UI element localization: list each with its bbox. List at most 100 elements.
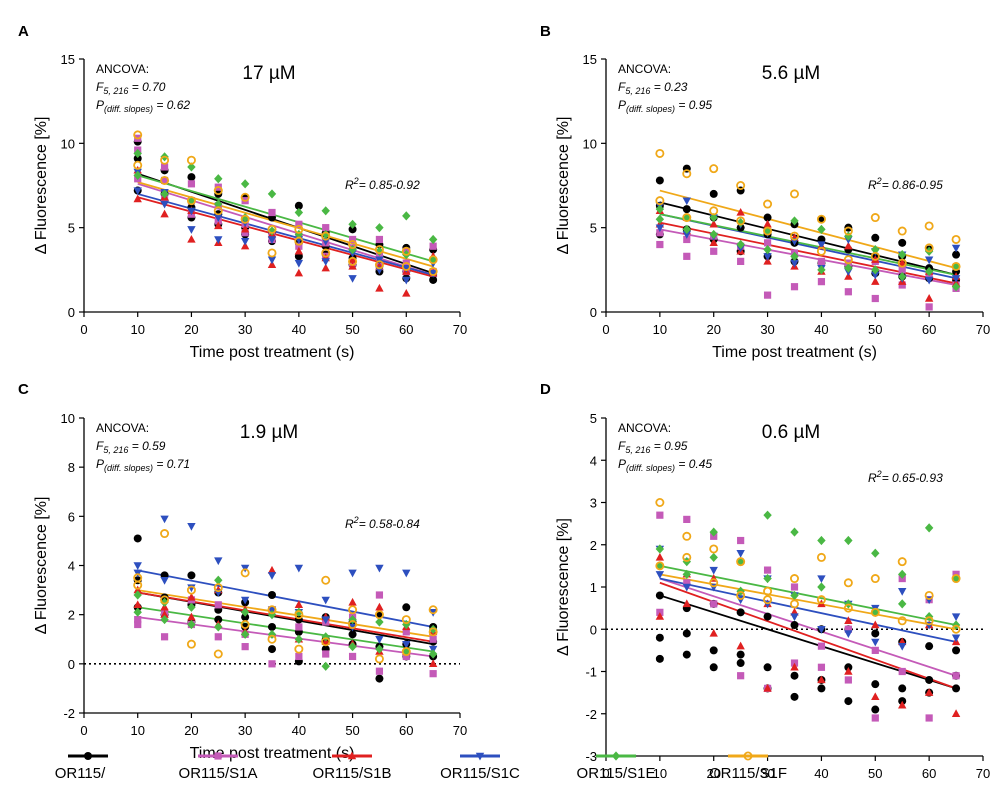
data-point <box>951 282 961 292</box>
data-point <box>951 613 961 622</box>
data-point <box>133 187 142 196</box>
p-subscript: (diff. slopes) <box>626 104 675 114</box>
data-point <box>348 256 358 266</box>
data-point <box>709 544 719 554</box>
data-point <box>186 639 196 649</box>
data-point <box>268 622 276 631</box>
p-subscript: (diff. slopes) <box>104 463 153 473</box>
data-point <box>871 638 880 647</box>
data-point <box>160 633 169 641</box>
f-value: 0.70 <box>142 80 166 94</box>
y-tick-label: -1 <box>585 665 597 680</box>
data-point <box>871 620 880 629</box>
x-tick-label: 10 <box>130 723 144 738</box>
regression-line-1 <box>659 594 957 690</box>
y-tick-label: 10 <box>61 411 75 426</box>
r-value: 0.65-0.93 <box>892 471 943 485</box>
data-point <box>268 208 276 217</box>
data-point <box>682 231 691 239</box>
x-tick-label: 30 <box>238 322 252 337</box>
x-tick-label: 70 <box>453 723 467 738</box>
data-point <box>428 605 438 615</box>
panel-a: A 0 5 10 15 0 10 20 30 40 50 60 70 Time post treatmen… <box>18 23 467 361</box>
regression-line-3 <box>659 221 957 285</box>
data-point <box>871 629 880 638</box>
legend-marker <box>84 752 92 760</box>
data-point <box>133 580 143 590</box>
r-equals: = <box>882 178 892 192</box>
data-point <box>952 250 961 259</box>
data-point <box>294 600 304 609</box>
data-point <box>871 714 879 722</box>
legend-item-6: OR115/S1F <box>709 751 787 782</box>
data-point <box>763 595 773 605</box>
x-axis-title: Time post treatment (s) <box>712 344 877 361</box>
x-tick-label: 30 <box>238 723 252 738</box>
data-point <box>402 603 411 612</box>
data-point <box>375 674 384 683</box>
data-point <box>375 252 384 260</box>
regression-line-6 <box>137 181 434 268</box>
data-point <box>951 574 961 584</box>
data-point <box>428 270 438 278</box>
data-point <box>817 642 826 650</box>
data-point <box>214 633 222 641</box>
data-point <box>294 207 304 218</box>
x-tick-label: 70 <box>453 322 467 337</box>
data-point <box>924 266 934 277</box>
data-point <box>682 212 691 223</box>
data-point <box>375 591 384 599</box>
data-point <box>924 590 934 600</box>
y-tick-label: 2 <box>590 538 597 553</box>
regression-line-5 <box>137 174 434 263</box>
x-tick-label: 40 <box>814 322 828 337</box>
x-tick-label: 50 <box>345 723 359 738</box>
f-equals: = <box>128 80 142 94</box>
data-point <box>322 224 330 232</box>
data-point <box>214 174 223 184</box>
p-prefix: P <box>618 457 626 471</box>
data-point <box>736 659 745 668</box>
data-point <box>871 607 880 617</box>
data-point <box>321 616 330 625</box>
y-tick-label: 0 <box>590 305 597 320</box>
data-point <box>213 583 223 593</box>
data-point <box>401 261 411 271</box>
data-point <box>951 709 961 717</box>
data-point <box>375 283 384 292</box>
data-point <box>428 627 438 637</box>
r-equals: = <box>359 178 369 192</box>
data-point <box>683 252 691 260</box>
data-point <box>709 229 718 240</box>
data-point <box>871 271 880 280</box>
ancova-label: ANCOVA: <box>618 62 671 76</box>
data-point <box>897 616 907 626</box>
x-tick-label: 0 <box>80 723 87 738</box>
r-equals: = <box>359 517 369 531</box>
data-point <box>160 595 170 605</box>
r-superscript: 2 <box>353 176 359 186</box>
data-point <box>817 224 826 234</box>
data-point <box>790 621 799 630</box>
data-point <box>429 670 437 678</box>
data-point <box>402 276 411 285</box>
data-point <box>897 226 907 236</box>
data-point <box>268 660 276 668</box>
data-point <box>951 624 961 634</box>
data-point <box>871 277 880 285</box>
data-point <box>401 647 411 657</box>
r-prefix: R <box>345 517 354 531</box>
data-point <box>817 684 826 693</box>
legend-item-2: OR115/S1A <box>179 752 257 782</box>
y-tick-label: 8 <box>68 460 75 475</box>
data-point <box>790 613 799 622</box>
regression-line-6 <box>659 189 957 270</box>
r-superscript: 2 <box>876 176 882 186</box>
data-point <box>160 515 169 524</box>
data-point <box>709 663 718 672</box>
y-tick-label: 5 <box>590 221 597 236</box>
p-prefix: P <box>96 457 104 471</box>
data-point <box>348 235 357 244</box>
x-axis-title: Time post treatment (s) <box>190 344 355 361</box>
